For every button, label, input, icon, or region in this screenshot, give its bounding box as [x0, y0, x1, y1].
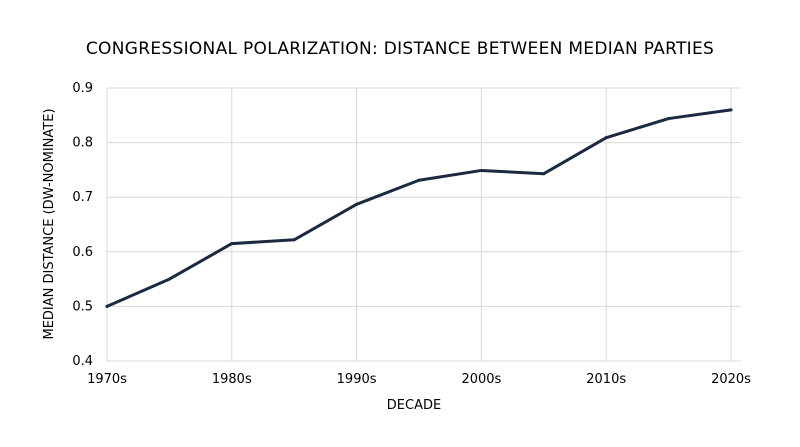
series-group	[105, 108, 733, 308]
data-point	[542, 172, 546, 176]
x-axis-label: DECADE	[387, 398, 441, 413]
y-tick-label: 0.7	[72, 190, 93, 205]
y-axis-ticks: 0.4 0.5 0.6 0.7 0.8 0.9	[72, 81, 93, 369]
x-tick-label: 2000s	[461, 372, 501, 387]
data-point	[355, 202, 359, 206]
y-tick-label: 0.5	[72, 299, 93, 314]
y-tick-label: 0.6	[72, 245, 93, 260]
data-point	[167, 277, 171, 281]
x-tick-label: 1980s	[212, 372, 252, 387]
data-point	[292, 238, 296, 242]
y-tick-label: 0.4	[72, 354, 93, 369]
y-tick-label: 0.8	[72, 136, 93, 151]
data-point	[105, 304, 109, 308]
y-axis-label: MEDIAN DISTANCE (DW-NOMINATE)	[42, 108, 57, 339]
y-tick-label: 0.9	[72, 81, 93, 96]
data-point	[604, 136, 608, 140]
data-point	[479, 168, 483, 172]
series-line	[105, 108, 733, 308]
data-point	[667, 117, 671, 121]
x-axis-ticks: 1970s 1980s 1990s 2000s 2010s 2020s	[87, 372, 751, 387]
data-point	[729, 108, 733, 112]
grid-lines	[106, 87, 741, 362]
data-point	[230, 242, 234, 246]
x-tick-label: 2020s	[711, 372, 751, 387]
x-tick-label: 1990s	[337, 372, 377, 387]
chart-title: CONGRESSIONAL POLARIZATION: DISTANCE BET…	[86, 39, 714, 59]
x-tick-label: 1970s	[87, 372, 127, 387]
data-point	[417, 178, 421, 182]
x-tick-label: 2010s	[586, 372, 626, 387]
